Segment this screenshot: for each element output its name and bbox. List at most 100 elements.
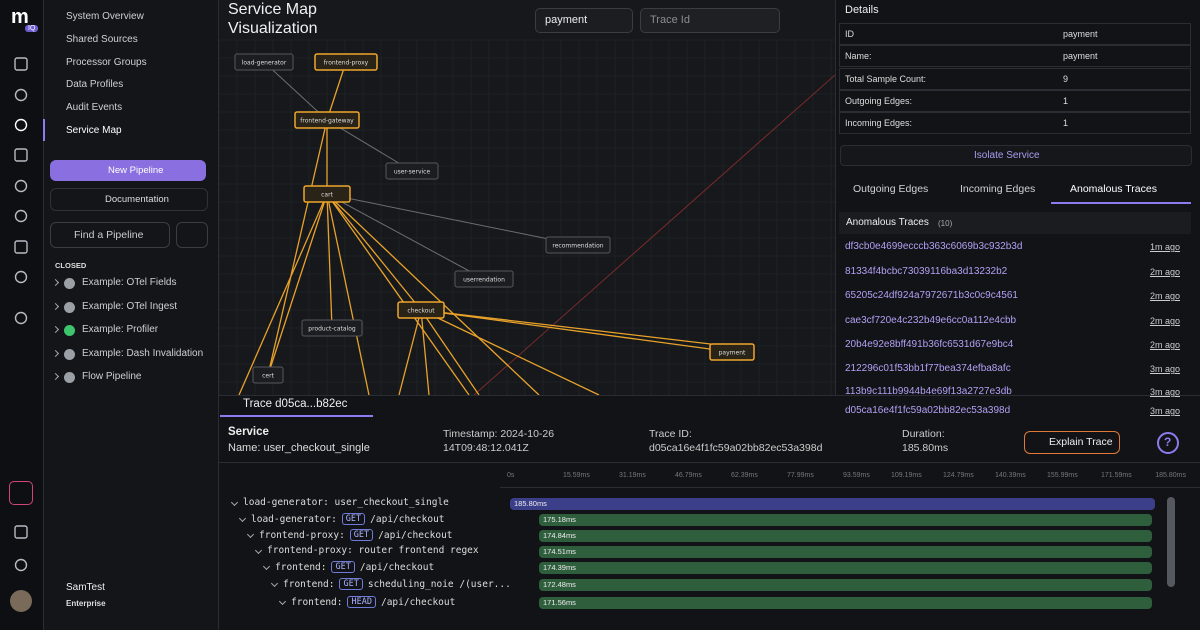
documentation-button[interactable]: Documentation bbox=[50, 188, 208, 211]
nav-item[interactable]: System Overview bbox=[66, 11, 144, 22]
graph-node-label: payment bbox=[719, 350, 746, 357]
avatar[interactable] bbox=[10, 590, 32, 612]
span-name: load-generator: bbox=[251, 513, 337, 525]
trace-link[interactable]: d05ca16e4f1fc59a02bb82ec53a398d bbox=[845, 405, 1011, 416]
status-icon bbox=[64, 372, 75, 383]
nav-icon[interactable] bbox=[13, 87, 29, 103]
details-row bbox=[839, 112, 1191, 135]
nav-icon[interactable] bbox=[13, 557, 29, 573]
scrollbar[interactable] bbox=[1167, 497, 1175, 587]
trace-link[interactable]: 212296c01f53bb1f77bea374efba8afc bbox=[845, 363, 1011, 374]
graph-node bbox=[234, 53, 294, 71]
edge bbox=[326, 193, 333, 329]
pipeline-name[interactable]: Example: Dash Invalidation bbox=[82, 347, 204, 359]
details-title: Details bbox=[845, 4, 879, 16]
edge bbox=[326, 193, 540, 395]
icon-shape bbox=[14, 179, 28, 193]
icon-shape bbox=[14, 88, 28, 102]
nav-icon[interactable] bbox=[13, 147, 29, 163]
pipeline-name[interactable]: Example: OTel Ingest bbox=[82, 300, 178, 312]
span-label: frontend: HEAD/api/checkout bbox=[291, 596, 455, 608]
trace-age: 3m ago bbox=[1149, 387, 1180, 397]
tab[interactable]: Incoming Edges bbox=[960, 183, 1036, 195]
graph-node-label: load-generator bbox=[242, 60, 287, 67]
trace-service-label: Service bbox=[228, 426, 269, 438]
explain-trace-label: Explain Trace bbox=[1049, 436, 1113, 448]
tab-underline bbox=[1051, 202, 1191, 204]
tab[interactable]: Outgoing Edges bbox=[853, 183, 929, 195]
nav-icon[interactable] bbox=[13, 178, 29, 194]
edge bbox=[473, 74, 835, 395]
status-icon bbox=[64, 278, 75, 289]
trace-link[interactable]: 65205c24df924a7972671b3c0c9c4561 bbox=[845, 290, 1018, 301]
trace-link[interactable]: df3cb0e4699ecccb363c6069b3c932b3d bbox=[845, 241, 1023, 252]
nav-icon[interactable] bbox=[13, 310, 29, 326]
edge bbox=[326, 61, 347, 121]
nav-item[interactable]: Shared Sources bbox=[66, 33, 138, 45]
trace-tab[interactable]: Trace d05ca...b82ec bbox=[243, 398, 348, 410]
user-name[interactable]: SamTest bbox=[66, 582, 105, 593]
trace-search[interactable]: Trace Id bbox=[640, 8, 780, 33]
trace-link[interactable]: 81334f4bcbc73039116ba3d13232b2 bbox=[845, 266, 1008, 277]
service-select[interactable]: payment bbox=[535, 8, 633, 33]
status-icon bbox=[64, 348, 75, 360]
isolate-label: Isolate Service bbox=[974, 150, 1040, 161]
trace-link[interactable]: cae3cf720e4c232b49e6cc0a112e4cbb bbox=[845, 315, 1017, 326]
pipeline-search[interactable]: Find a Pipeline bbox=[50, 222, 170, 248]
pipeline-name[interactable]: Example: OTel Fields bbox=[82, 277, 177, 288]
trace-link[interactable]: 113b9c111b9944b4e69f13a2727e3db bbox=[845, 386, 1012, 397]
span-duration: 174.84ms bbox=[543, 531, 576, 540]
service-map: load-generator frontend-proxy frontend-gat… bbox=[219, 39, 835, 395]
graph-node bbox=[397, 301, 445, 319]
timeline-tick: 93.59ms bbox=[843, 472, 870, 479]
nav-item[interactable]: Data Profiles bbox=[66, 79, 124, 91]
ai-button[interactable] bbox=[9, 481, 33, 505]
isolate-button[interactable]: Isolate Service bbox=[840, 145, 1192, 166]
new-pipeline-button[interactable]: New Pipeline bbox=[50, 160, 206, 181]
icon-shape bbox=[14, 209, 28, 223]
graph-node bbox=[294, 111, 360, 129]
trace-age: 2m ago bbox=[1149, 267, 1180, 277]
logo-badge: IQ bbox=[25, 25, 39, 32]
filter-button[interactable] bbox=[176, 222, 208, 248]
trace-link[interactable]: 20b4e92e8bff491b36fc6531d67e9bc4 bbox=[845, 339, 1014, 350]
pipeline-name[interactable]: Flow Pipeline bbox=[82, 371, 142, 382]
tab[interactable]: Anomalous Traces bbox=[1070, 183, 1157, 195]
nav-icon[interactable] bbox=[13, 117, 29, 133]
user-plan: Enterprise bbox=[66, 599, 106, 608]
details-value: payment bbox=[1063, 51, 1098, 62]
nav-icon[interactable] bbox=[13, 269, 29, 285]
nav-item[interactable]: Audit Events bbox=[66, 102, 123, 114]
nav-icon[interactable] bbox=[13, 56, 29, 72]
details-value: 1 bbox=[1063, 118, 1069, 129]
explain-trace-button[interactable]: Explain Trace bbox=[1024, 431, 1120, 454]
help-button[interactable]: ? bbox=[1157, 432, 1179, 454]
edge bbox=[420, 309, 480, 395]
icon-shape bbox=[14, 558, 28, 572]
trace-name: Name: user_checkout_single bbox=[228, 442, 370, 454]
logo[interactable]: m bbox=[11, 6, 29, 28]
nav-icon[interactable] bbox=[13, 208, 29, 224]
trace-id: Trace ID: d05ca16e4f1fc59a02bb82ec53a398… bbox=[649, 428, 823, 454]
details-key: Outgoing Edges: bbox=[845, 95, 913, 106]
span-label: frontend: GET/api/checkout bbox=[275, 561, 434, 573]
nav-item[interactable]: Service Map bbox=[66, 125, 122, 136]
span-label: frontend-proxy: GET/api/checkout bbox=[259, 529, 453, 541]
span-path: /api/checkout bbox=[380, 596, 456, 608]
span-bar: 174.39ms bbox=[539, 562, 1152, 574]
span-path: /api/checkout bbox=[359, 561, 435, 573]
pipeline-name[interactable]: Example: Profiler bbox=[82, 324, 159, 335]
nav-panel bbox=[44, 0, 219, 630]
nav-item[interactable]: Processor Groups bbox=[66, 56, 147, 68]
nav-icon[interactable] bbox=[13, 239, 29, 255]
icon-shape bbox=[14, 57, 28, 71]
span-method: GET bbox=[349, 529, 374, 541]
icon-shape bbox=[14, 240, 28, 254]
edge bbox=[398, 309, 422, 395]
anomalous-title: Anomalous Traces bbox=[846, 217, 929, 228]
graph-node-label: checkout bbox=[407, 308, 435, 315]
nav-icon[interactable] bbox=[13, 524, 29, 540]
span-name: frontend: bbox=[283, 578, 335, 590]
help-label: ? bbox=[1164, 435, 1172, 449]
pipeline-search-placeholder: Find a Pipeline bbox=[74, 229, 144, 241]
